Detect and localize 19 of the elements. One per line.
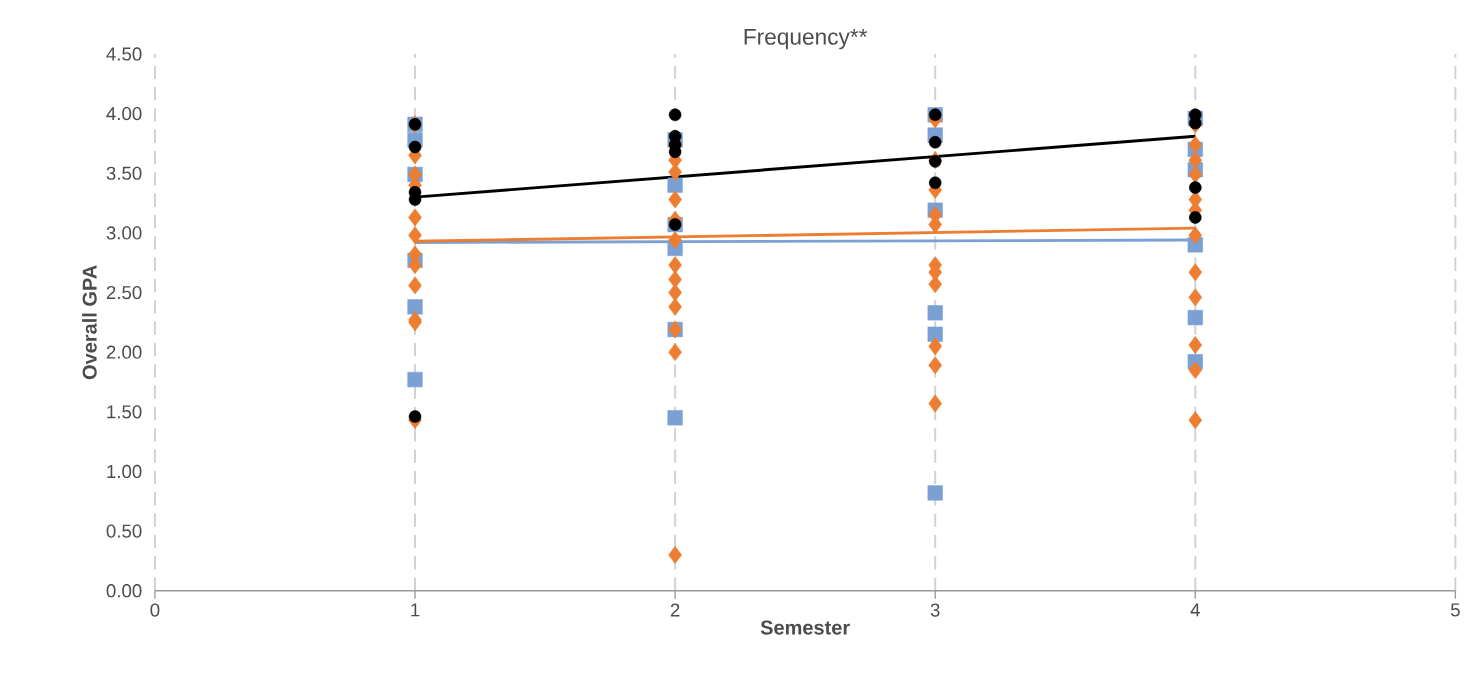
y-tick-label: 0.50 <box>106 524 142 538</box>
y-tick-label: 4.00 <box>106 107 142 121</box>
y-tick-label: 3.00 <box>106 226 142 240</box>
y-tick-label: 2.00 <box>106 345 142 359</box>
x-tick-label: 0 <box>150 603 160 617</box>
y-tick-label: 1.00 <box>107 464 142 479</box>
x-tick-label: 5 <box>1450 603 1460 617</box>
y-axis-title: Overall GPA <box>82 265 97 380</box>
x-axis-title: Semester <box>760 620 850 635</box>
x-tick-label: 3 <box>930 603 940 617</box>
y-tick-label: 2.50 <box>106 286 142 300</box>
x-tick-label: 2 <box>670 603 680 617</box>
y-tick-label: 0.00 <box>106 584 142 598</box>
chart-title: Frequency** <box>744 29 868 50</box>
y-tick-label: 1.50 <box>107 405 142 419</box>
x-tick-label: 4 <box>1190 603 1200 617</box>
y-tick-label: 3.50 <box>106 166 142 181</box>
x-tick-label: 1 <box>411 603 420 617</box>
y-tick-label: 4.50 <box>106 47 142 61</box>
